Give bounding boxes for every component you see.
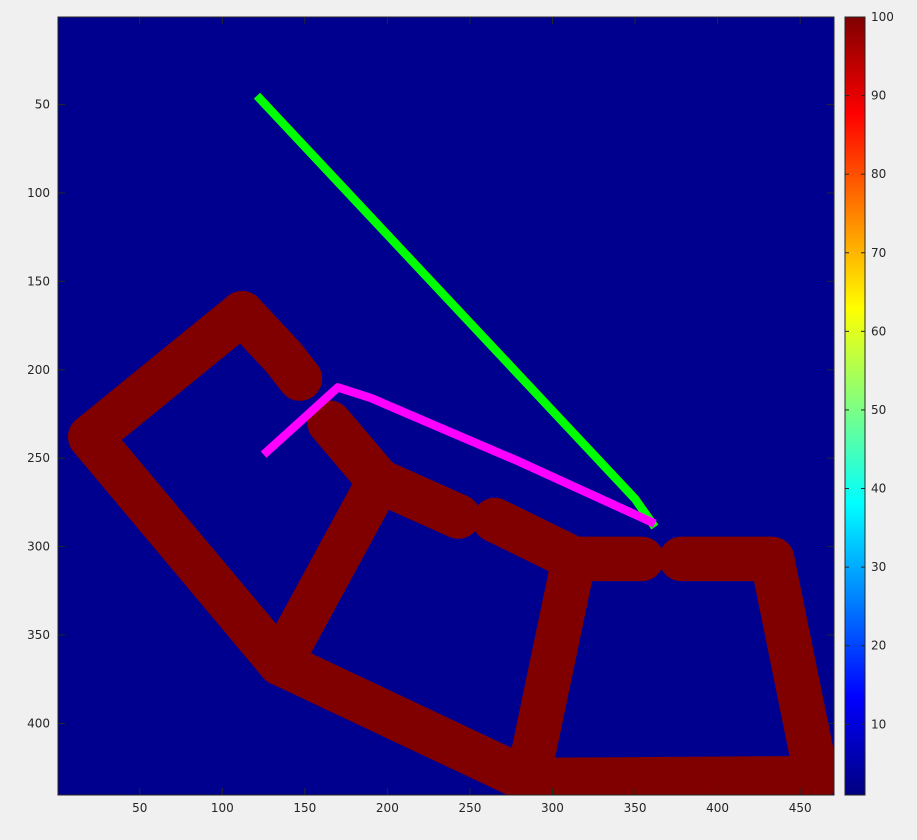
- x-tick-label: 100: [211, 801, 234, 815]
- colorbar-tick-label: 100: [871, 10, 894, 24]
- x-tick-label: 400: [706, 801, 729, 815]
- colorbar-tick-label: 60: [871, 324, 886, 338]
- x-tick-label: 250: [458, 801, 481, 815]
- colorbar-tick-label: 40: [871, 482, 886, 496]
- colorbar-gradient: [845, 17, 865, 795]
- x-tick-label: 200: [376, 801, 399, 815]
- colorbar-frame: [844, 16, 866, 796]
- colorbar-tick-label: 90: [871, 89, 886, 103]
- colorbar-tick-label: 80: [871, 167, 886, 181]
- x-tick-label: 450: [789, 801, 812, 815]
- path-line-2: [260, 383, 657, 528]
- colorbar-tick-label: 50: [871, 403, 886, 417]
- heatmap-image: [67, 92, 834, 795]
- y-tick-label: 400: [27, 716, 50, 730]
- x-tick-label: 150: [293, 801, 316, 815]
- y-tick-label: 200: [27, 363, 50, 377]
- y-tick-label: 350: [27, 628, 50, 642]
- heatmap-background: [58, 17, 834, 795]
- x-axis: 50 100 150 200 250 300 350 400 450: [132, 17, 812, 815]
- y-tick-label: 300: [27, 540, 50, 554]
- obstacle-segment-4: [307, 400, 402, 504]
- y-tick-label: 150: [27, 274, 50, 288]
- x-tick-label: 350: [624, 801, 647, 815]
- colorbar[interactable]: 10 20 30 40 50 60 70 80 90 100: [844, 10, 894, 796]
- y-tick-label: 250: [27, 451, 50, 465]
- heatmap-axes[interactable]: 50 100 150 200 250 300 350 400 450 50 100 150 200 25…: [27, 16, 835, 815]
- colorbar-axis: 10 20 30 40 50 60 70 80 90 100: [845, 10, 894, 731]
- colorbar-tick-label: 20: [871, 639, 886, 653]
- y-axis: 50 100 150 200 250 300 350 400: [27, 98, 834, 730]
- y-tick-label: 50: [35, 98, 50, 112]
- x-tick-label: 50: [132, 801, 147, 815]
- x-tick-label: 300: [541, 801, 564, 815]
- colorbar-tick-label: 30: [871, 560, 886, 574]
- colorbar-tick-label: 10: [871, 717, 886, 731]
- colorbar-tick-label: 70: [871, 246, 886, 260]
- y-tick-label: 100: [27, 186, 50, 200]
- axes-frame: [57, 16, 835, 796]
- obstacle-segment-6: [472, 497, 597, 582]
